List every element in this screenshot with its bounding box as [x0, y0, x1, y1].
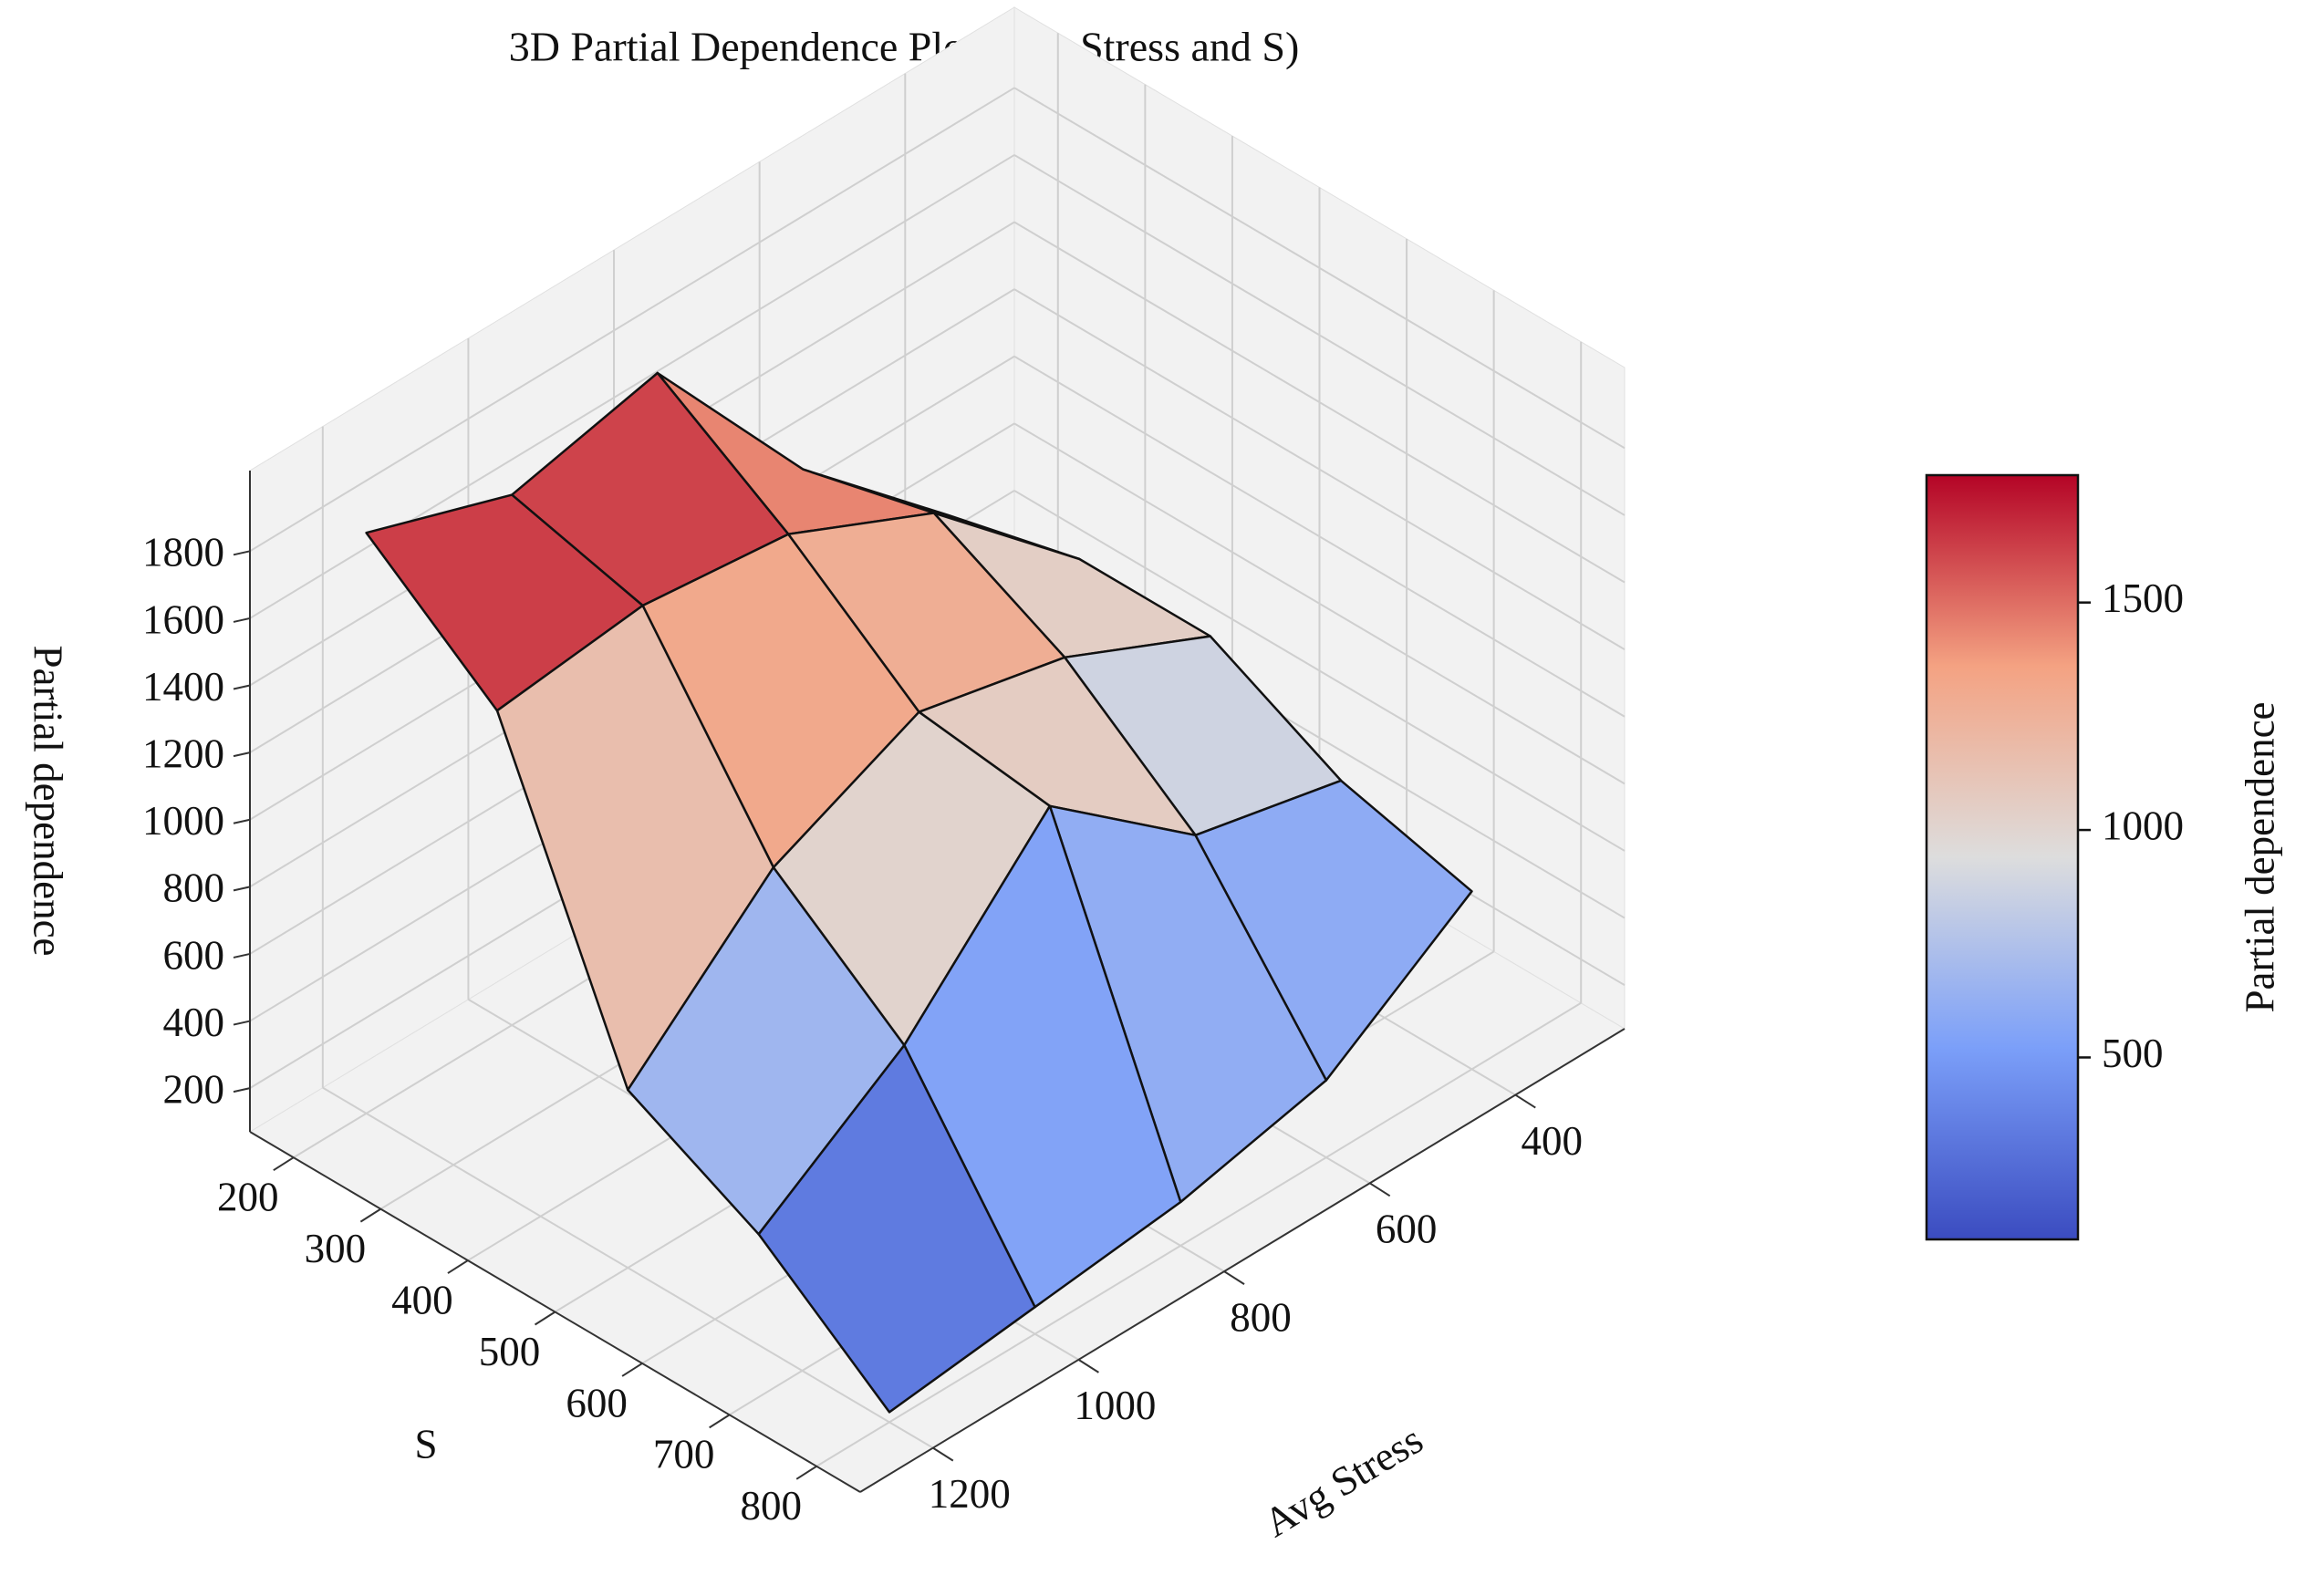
grid-line [1013, 221, 1626, 584]
y-tick [447, 1259, 469, 1274]
y-tick [273, 1156, 295, 1172]
y-tick [359, 1207, 381, 1223]
grid-line [1013, 422, 1626, 785]
y-tick-label: 300 [305, 1226, 367, 1271]
x-tick-label: 600 [1376, 1207, 1438, 1252]
x-tick-label: 1200 [929, 1471, 1011, 1517]
y-tick-label: 200 [217, 1175, 279, 1220]
z-tick [233, 952, 251, 959]
z-tick-label: 1400 [142, 664, 224, 710]
grid-line [1013, 288, 1626, 650]
z-tick-label: 1200 [142, 731, 224, 776]
z-tick [233, 751, 251, 758]
z-tick-label: 600 [163, 932, 225, 978]
x-tick [1514, 1093, 1536, 1109]
y-tick-label: 400 [391, 1277, 453, 1322]
x-tick [1077, 1359, 1099, 1373]
surface-patch [757, 1043, 1036, 1414]
z-tick [233, 1087, 251, 1093]
z-tick-label: 1800 [142, 530, 224, 575]
grid-line [1013, 87, 1626, 450]
x-tick-label: 1000 [1074, 1383, 1156, 1428]
y-tick-label: 700 [653, 1432, 715, 1477]
z-axis-label: Partial dependence [26, 645, 71, 956]
y-tick [621, 1363, 643, 1377]
z-tick-label: 200 [163, 1066, 225, 1112]
y-tick-label: 600 [566, 1380, 628, 1425]
z-tick-label: 1000 [142, 798, 224, 844]
grid-line [249, 87, 1015, 553]
x-axis-label: Avg Stress [1256, 1416, 1430, 1546]
colorbar-gradient [1925, 473, 2080, 1241]
z-tick-label: 1600 [142, 596, 224, 642]
z-tick [233, 886, 251, 892]
z-tick [233, 550, 251, 556]
colorbar-tick-label: 1500 [2102, 575, 2184, 621]
chart-title: 3D Partial Dependence Plot (Avg Stress a… [509, 24, 1300, 70]
y-tick [709, 1414, 731, 1429]
colorbar-tick-label: 500 [2102, 1031, 2164, 1076]
z-tick [233, 818, 251, 824]
y-tick [795, 1465, 817, 1480]
y-axis-label: S [414, 1421, 437, 1466]
axis-line [859, 1028, 1626, 1493]
x-tick [1223, 1270, 1245, 1285]
y-tick-label: 800 [740, 1483, 802, 1529]
x-tick-label: 400 [1522, 1118, 1584, 1164]
grid-line [1013, 355, 1626, 718]
z-tick [233, 617, 251, 623]
x-tick [1369, 1182, 1391, 1197]
grid-line [1013, 154, 1626, 516]
grid-line [1013, 490, 1626, 852]
y-tick [534, 1311, 556, 1326]
z-tick-label: 400 [163, 1000, 225, 1045]
z-tick [233, 1020, 251, 1026]
plot-3d: 200 400 600 800 1000 1200 1400 1600 1800 200 300 40… [142, 6, 1626, 1529]
colorbar-tick-label: 1000 [2102, 803, 2184, 848]
x-tick-label: 800 [1230, 1294, 1292, 1340]
y-tick-label: 500 [479, 1329, 541, 1374]
z-tick [233, 684, 251, 690]
x-tick [932, 1446, 954, 1462]
z-tick-label: 800 [163, 865, 225, 911]
colorbar: 500 1000 1500 [1925, 473, 2184, 1241]
grid-line [815, 1001, 1582, 1467]
colorbar-label: Partial dependence [2237, 701, 2282, 1012]
